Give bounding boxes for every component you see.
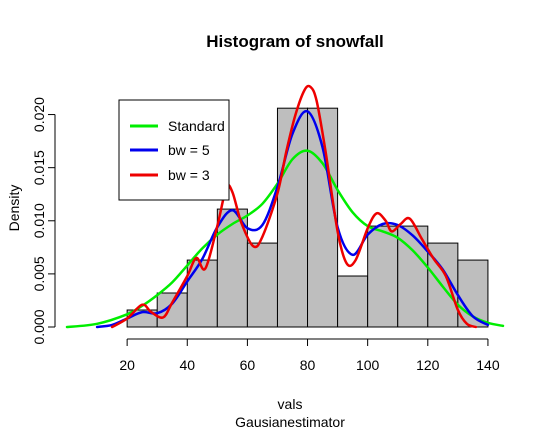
legend-entry-bw5: bw = 5 [130, 142, 210, 158]
y-tick-label: 0.010 [31, 203, 47, 238]
x-tick-label: 120 [416, 357, 440, 373]
legend-label-bw3: bw = 3 [168, 167, 210, 183]
x-tick-label: 140 [476, 357, 500, 373]
x-axis-label: vals [278, 396, 303, 412]
chart-title: Histogram of snowfall [206, 32, 384, 51]
legend-label-bw5: bw = 5 [168, 142, 210, 158]
x-tick-label: 40 [179, 357, 195, 373]
y-axis-ticks: 0.000 0.005 0.010 0.015 0.020 [31, 97, 55, 345]
histogram-bar [246, 242, 278, 328]
y-tick-label: 0.020 [31, 97, 47, 132]
chart-subtitle: Gausianestimator [235, 414, 345, 430]
y-axis-label: Density [6, 185, 22, 232]
x-tick-label: 20 [119, 357, 135, 373]
y-tick-label: 0.015 [31, 150, 47, 185]
legend: Standard bw = 5 bw = 3 [118, 99, 230, 201]
density-curves [65, 84, 505, 329]
histogram-bar [337, 275, 369, 328]
y-tick-label: 0.000 [31, 309, 47, 344]
density-curve-bw5 [95, 109, 490, 329]
x-axis: 20 40 60 80 100 120 140 [119, 338, 500, 373]
legend-entry-bw3: bw = 3 [130, 167, 210, 183]
legend-label-standard: Standard [168, 118, 225, 134]
density-curve-standard [65, 149, 505, 329]
histogram-bar [307, 107, 339, 328]
x-tick-label: 80 [300, 357, 316, 373]
density-curve-bw3 [110, 84, 478, 329]
y-tick-label: 0.005 [31, 256, 47, 291]
x-tick-label: 60 [240, 357, 256, 373]
histogram-bar [367, 225, 399, 328]
y-axis: 0.000 0.005 0.010 0.015 0.020 [31, 97, 56, 345]
x-axis-ticks: 20 40 60 80 100 120 140 [119, 339, 500, 373]
legend-entry-standard: Standard [130, 118, 225, 134]
histogram-bar [276, 107, 309, 328]
x-tick-label: 100 [356, 357, 380, 373]
histogram-bar [156, 292, 188, 328]
